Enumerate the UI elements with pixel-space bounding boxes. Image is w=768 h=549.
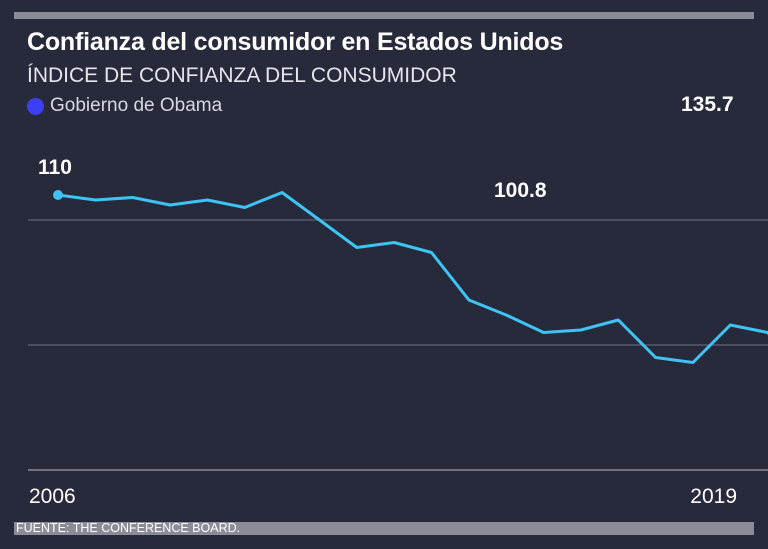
data-label-obama-end: 100.8	[494, 179, 547, 202]
x-tick-label-2019: 2019	[690, 485, 737, 508]
source-note: FUENTE: THE CONFERENCE BOARD.	[16, 521, 241, 535]
bottom-rule	[14, 522, 754, 535]
marker-start	[53, 190, 63, 200]
legend: Gobierno de Obama	[27, 95, 222, 117]
legend-swatch-icon	[27, 97, 44, 115]
obama-period-area	[58, 131, 768, 470]
x-tick-label-2006: 2006	[29, 485, 76, 508]
data-label-start: 110	[38, 156, 72, 179]
chart-title: Confianza del consumidor en Estados Unid…	[27, 28, 564, 56]
data-label-latest: 135.7	[681, 93, 734, 116]
top-rule	[14, 12, 754, 19]
legend-label: Gobierno de Obama	[50, 95, 223, 116]
chart-subtitle: ÍNDICE DE CONFIANZA DEL CONSUMIDOR	[27, 64, 457, 87]
series-line-consumer-confidence	[56, 191, 768, 364]
